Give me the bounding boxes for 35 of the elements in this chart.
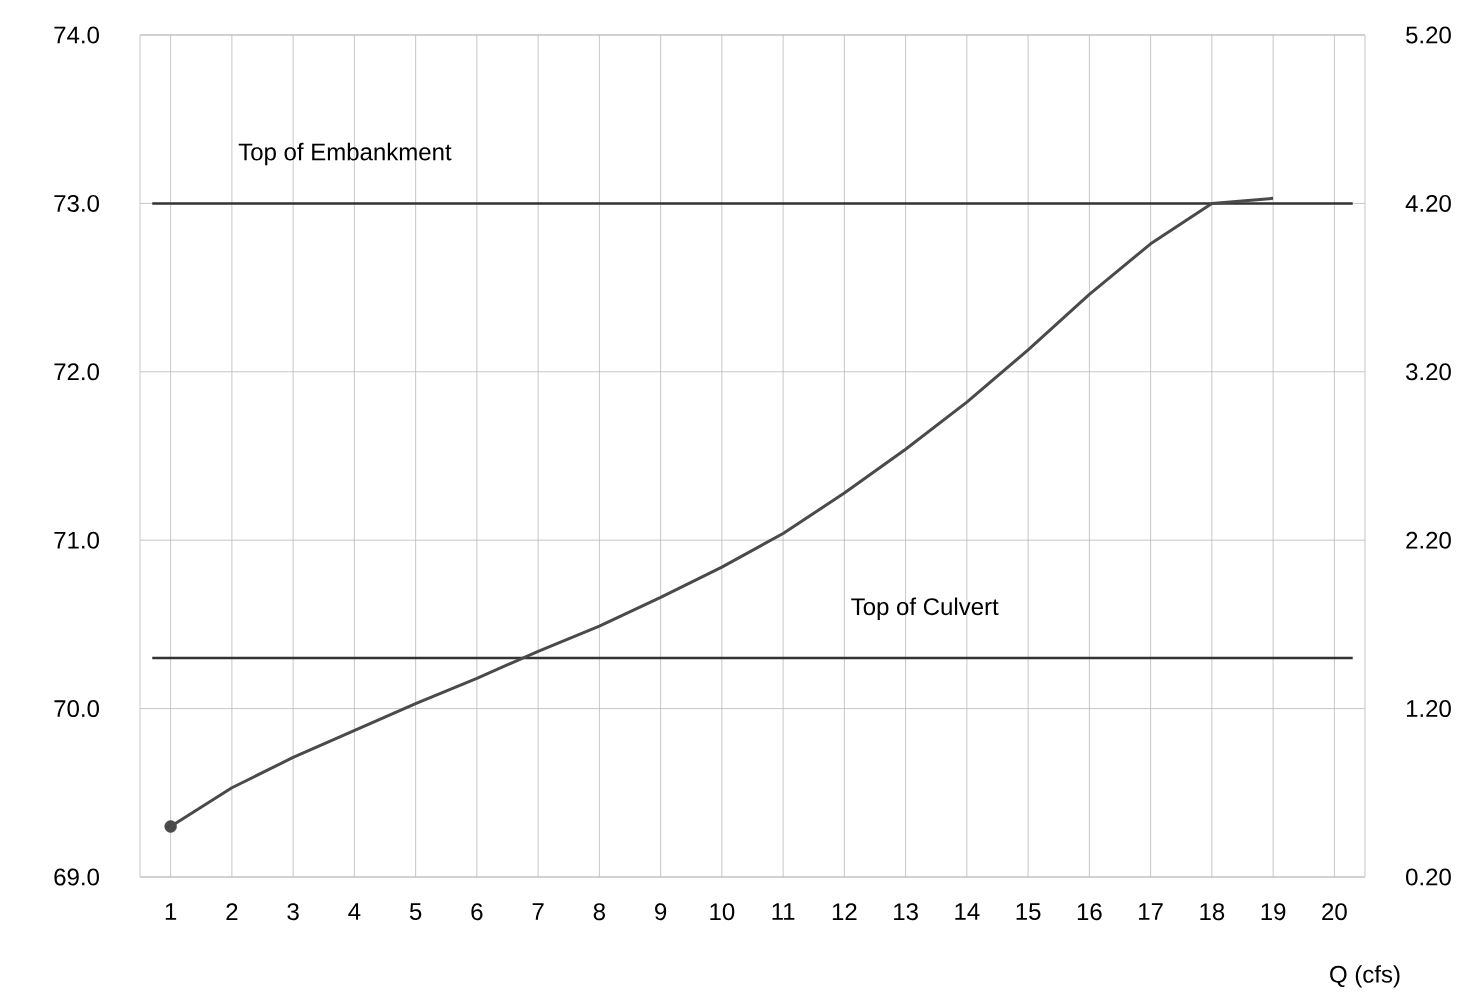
y2-tick-label: 5.20: [1406, 26, 1451, 44]
x-tick-label: 5: [409, 903, 422, 921]
ref-line-label: Top of Culvert: [851, 597, 999, 621]
y-tick-label: 72.0: [54, 363, 99, 381]
ref-line-label: Top of Embankment: [238, 143, 452, 166]
y2-tick-label: 2.20: [1406, 531, 1451, 549]
y-tick-label: 71.0: [54, 531, 99, 549]
y-tick-label: 69.0: [54, 868, 99, 886]
x-tick-label: 20: [1322, 903, 1347, 921]
x-tick-label: 7: [532, 903, 544, 920]
x-tick-label: 3: [287, 903, 299, 921]
x-tick-label: 1: [165, 903, 177, 920]
x-tick-label: 9: [655, 903, 667, 921]
x-tick-label: 15: [1016, 903, 1041, 921]
y-tick-label: 73.0: [54, 195, 99, 213]
x-tick-label: 13: [894, 903, 918, 921]
x-tick-label: 2: [226, 903, 238, 921]
x-tick-label: 18: [1200, 903, 1225, 921]
y-tick-label: 70.0: [54, 700, 99, 718]
y2-tick-label: 0.20: [1406, 868, 1451, 886]
x-tick-label: 11: [772, 903, 795, 920]
x-tick-label: 10: [710, 903, 735, 921]
x-tick-label: 14: [955, 903, 980, 920]
y-tick-label: 74.0: [54, 26, 99, 44]
x-tick-label: 16: [1077, 903, 1102, 921]
y2-tick-label: 1.20: [1406, 700, 1451, 718]
x-tick-label: 8: [593, 903, 605, 921]
x-axis-title: Q (cfs): [1330, 965, 1400, 988]
x-tick-label: 19: [1261, 903, 1286, 921]
y2-tick-label: 4.20: [1405, 195, 1451, 213]
x-tick-label: 17: [1139, 903, 1163, 920]
x-tick-label: 6: [471, 903, 483, 921]
y2-tick-label: 3.20: [1406, 363, 1451, 381]
x-tick-label: 12: [832, 903, 857, 921]
x-tick-label: 4: [348, 903, 361, 920]
